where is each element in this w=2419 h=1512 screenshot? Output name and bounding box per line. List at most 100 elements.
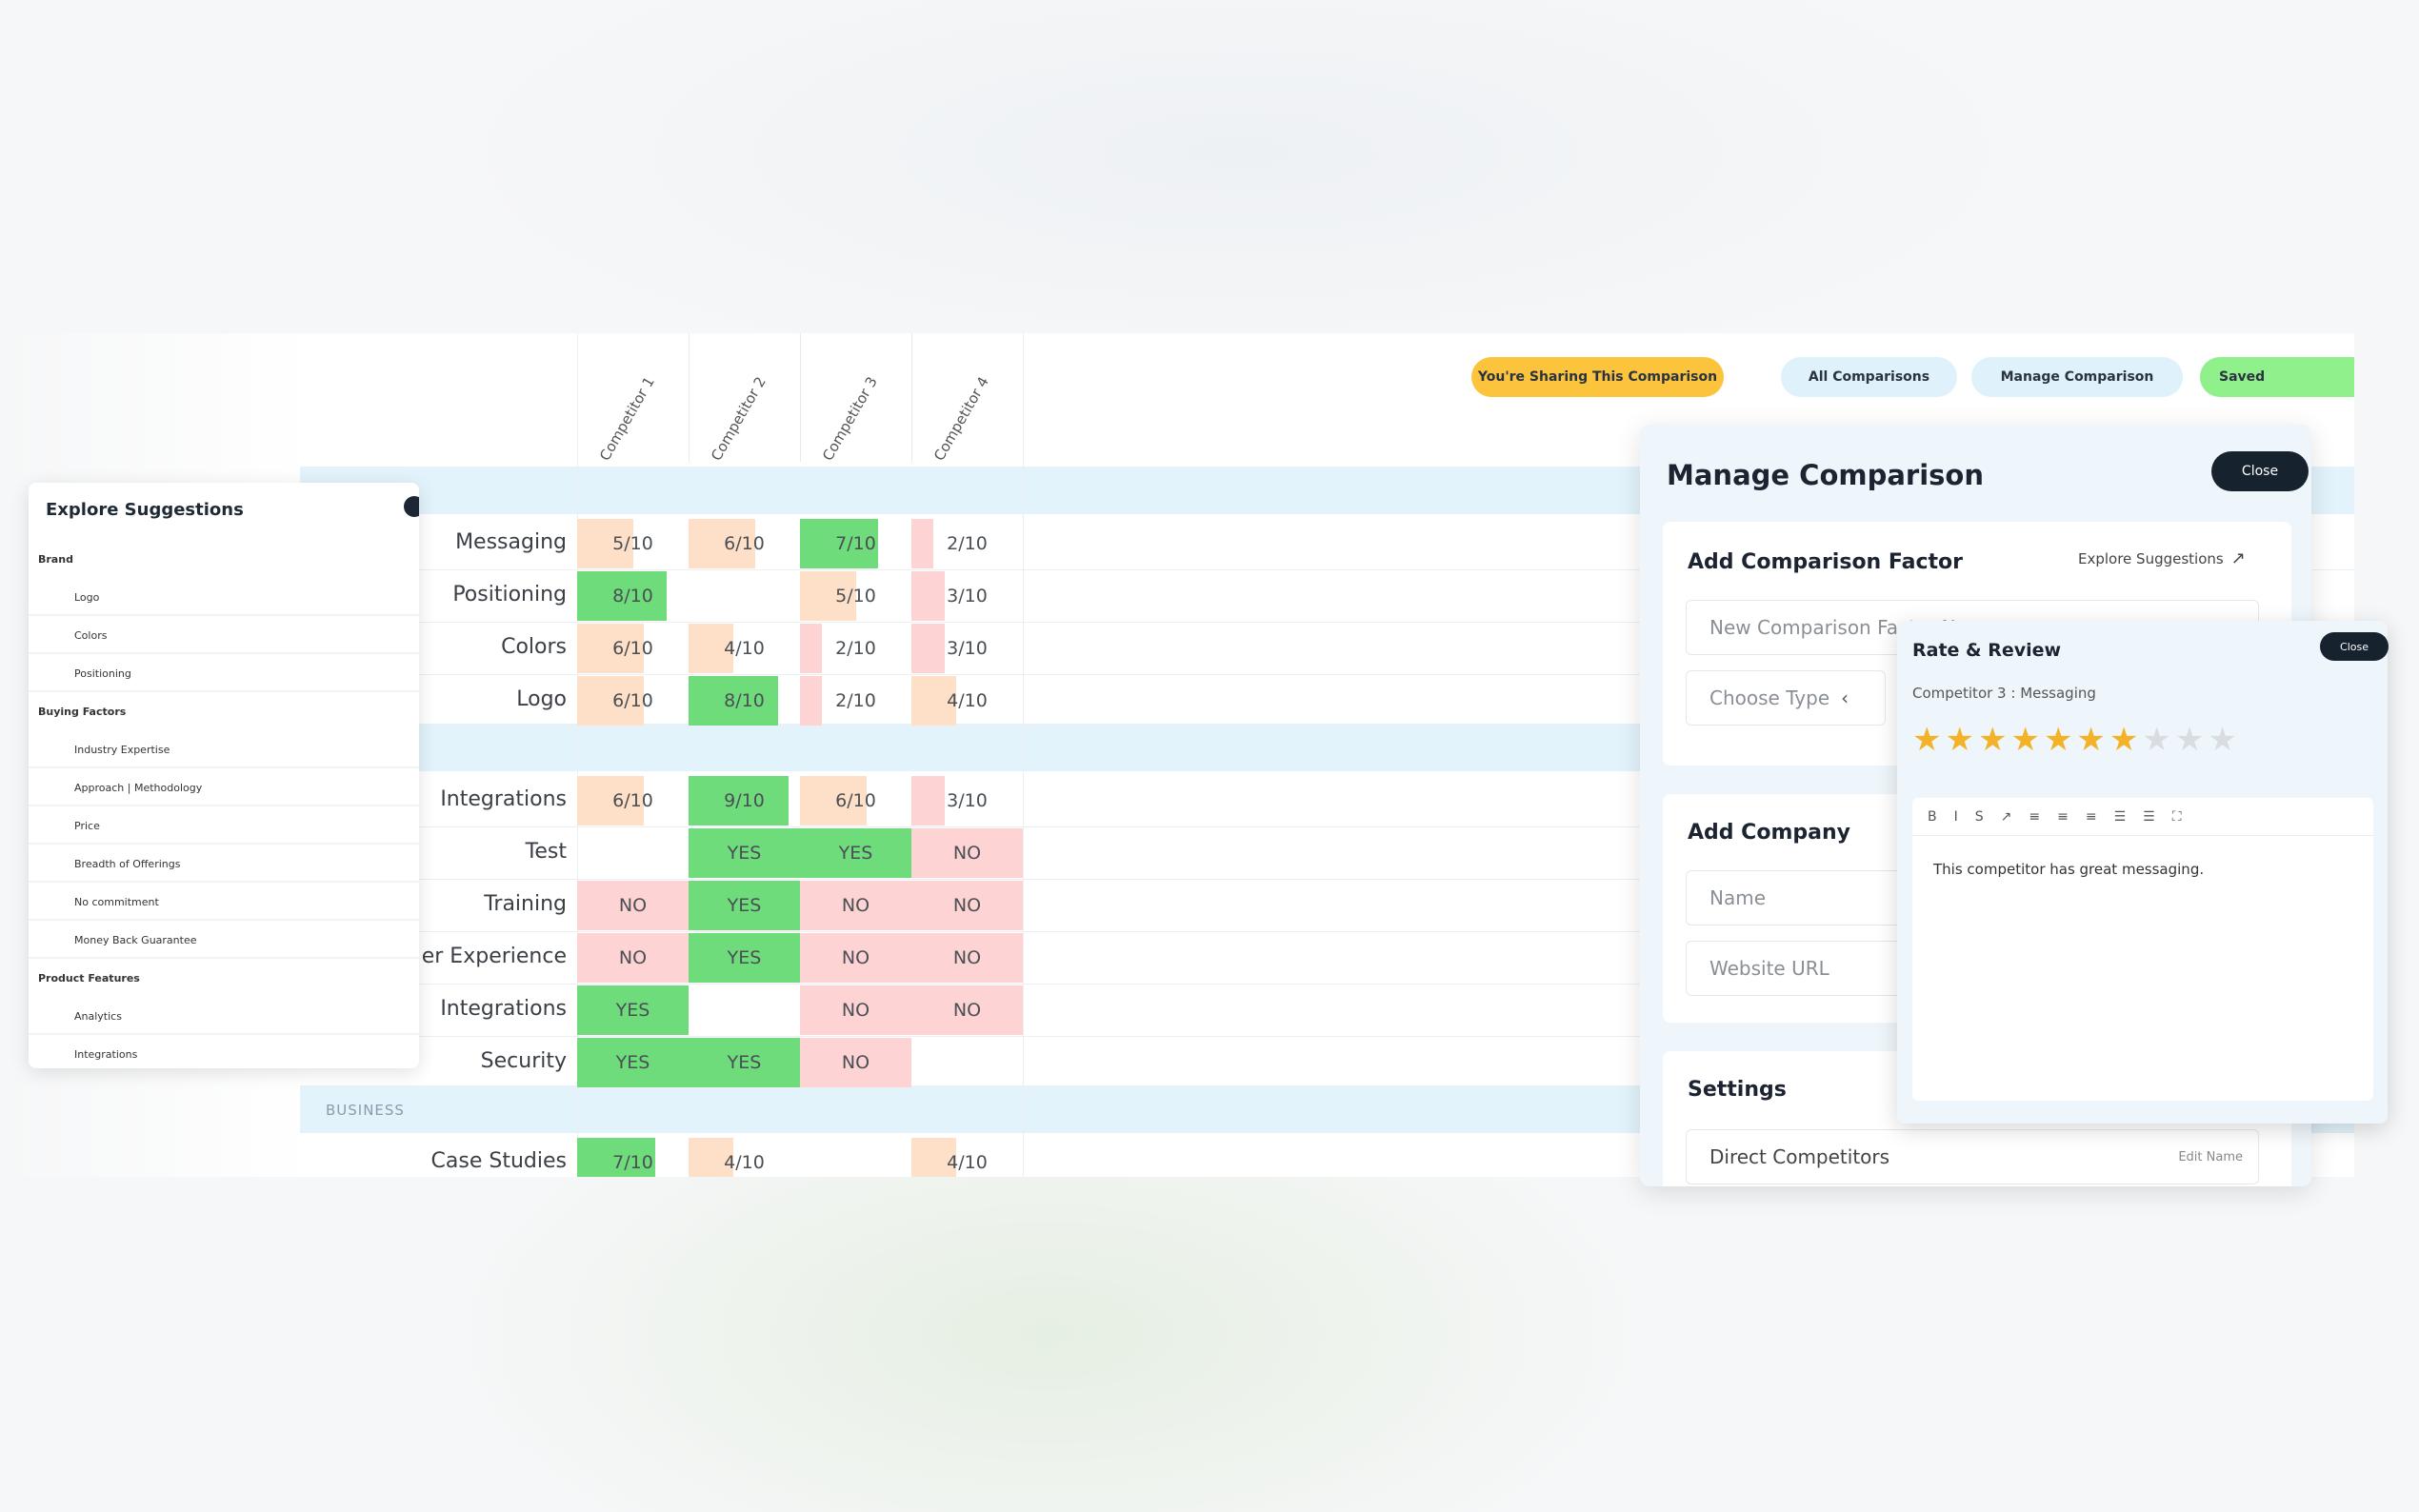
score-value: YES xyxy=(727,1052,762,1073)
toolbar-button-icon[interactable]: ☰ xyxy=(2143,808,2155,825)
suggestion-item[interactable]: Analytics xyxy=(29,999,419,1035)
score-cell[interactable]: 4/10 xyxy=(689,624,800,673)
score-cell[interactable]: NO xyxy=(911,933,1023,983)
star-rating[interactable]: ★ ★ ★ ★ ★ ★ ★ ★ ★ ★ xyxy=(1912,724,2237,756)
score-cell[interactable]: 6/10 xyxy=(689,519,800,568)
suggestion-item[interactable]: Price xyxy=(29,808,419,845)
comparison-name-field[interactable]: Direct Competitors Edit Name xyxy=(1686,1129,2259,1184)
score-cell[interactable]: 8/10 xyxy=(577,571,689,621)
score-cell[interactable]: YES xyxy=(689,933,800,983)
score-fill xyxy=(577,776,645,826)
score-cell[interactable]: YES xyxy=(800,828,911,878)
score-cell[interactable]: NO xyxy=(800,881,911,930)
score-cell[interactable]: NO xyxy=(800,985,911,1035)
score-cell[interactable]: 6/10 xyxy=(577,776,689,826)
all-comparisons-button[interactable]: All Comparisons xyxy=(1781,357,1957,397)
suggestion-item[interactable]: No commitment xyxy=(29,885,419,921)
toolbar-button-icon[interactable]: S xyxy=(1974,808,1984,825)
score-cell[interactable]: 7/10 xyxy=(577,1138,689,1177)
score-cell[interactable]: 9/10 xyxy=(689,776,800,826)
star-icon[interactable]: ★ xyxy=(2076,721,2106,759)
score-cell[interactable]: 4/10 xyxy=(911,676,1023,726)
suggestion-item[interactable]: Money Back Guarantee xyxy=(29,923,419,959)
score-cell[interactable]: NO xyxy=(911,828,1023,878)
competitor-header[interactable]: Competitor 1 xyxy=(596,373,658,464)
score-cell[interactable]: NO xyxy=(577,881,689,930)
score-cell[interactable]: YES xyxy=(689,828,800,878)
score-cell[interactable]: YES xyxy=(577,985,689,1035)
suggestion-item[interactable]: Approach | Methodology xyxy=(29,770,419,806)
suggestion-item[interactable]: Colors xyxy=(29,618,419,654)
toolbar-button-icon[interactable]: ≡ xyxy=(2085,808,2097,825)
score-cell[interactable]: NO xyxy=(911,881,1023,930)
sharing-button[interactable]: You're Sharing This Comparison xyxy=(1471,357,1724,397)
score-cell[interactable]: 2/10 xyxy=(800,624,911,673)
score-cell[interactable]: 8/10 xyxy=(689,676,800,726)
star-icon[interactable]: ★ xyxy=(2208,721,2237,759)
star-icon[interactable]: ★ xyxy=(2010,721,2040,759)
score-cell[interactable]: 4/10 xyxy=(911,1138,1023,1177)
score-fill xyxy=(689,676,778,726)
score-cell[interactable] xyxy=(800,1138,911,1177)
suggestion-item[interactable]: Integrations xyxy=(29,1037,419,1068)
grid-line xyxy=(1023,333,1024,1177)
star-icon[interactable]: ★ xyxy=(2142,721,2171,759)
score-cell[interactable] xyxy=(577,828,689,878)
star-icon[interactable]: ★ xyxy=(2043,721,2073,759)
score-value: 3/10 xyxy=(947,790,988,811)
suggestion-item[interactable]: Industry Expertise xyxy=(29,732,419,768)
suggestion-item[interactable]: Breadth of Offerings xyxy=(29,846,419,883)
score-cell[interactable]: 5/10 xyxy=(577,519,689,568)
toolbar-button-icon[interactable]: B xyxy=(1928,808,1937,825)
score-cell[interactable]: NO xyxy=(577,933,689,983)
explore-suggestions-link[interactable]: Explore Suggestions ↗ xyxy=(2078,548,2246,568)
toolbar-button-icon[interactable]: ≡ xyxy=(2057,808,2069,825)
score-value: 2/10 xyxy=(835,690,876,711)
score-value: 6/10 xyxy=(612,690,653,711)
review-editor[interactable]: B I S ↗ ≡ ≡ ≡ ☰ ☰ ⛶ This competitor has great mes… xyxy=(1912,798,2373,1101)
toolbar-button-icon[interactable]: ↗ xyxy=(2000,808,2012,825)
score-cell[interactable] xyxy=(689,571,800,621)
competitor-header[interactable]: Competitor 2 xyxy=(708,373,770,464)
score-cell[interactable]: NO xyxy=(800,933,911,983)
score-cell[interactable]: 7/10 xyxy=(800,519,911,568)
edit-name-button[interactable]: Edit Name xyxy=(2178,1149,2243,1164)
score-cell[interactable]: NO xyxy=(800,1038,911,1087)
star-icon[interactable]: ★ xyxy=(2109,721,2139,759)
score-cell[interactable]: 2/10 xyxy=(800,676,911,726)
choose-type-select[interactable]: Choose Type ‹ xyxy=(1686,670,1886,726)
panel-toggle-icon[interactable] xyxy=(404,496,419,517)
suggestion-item[interactable]: Logo xyxy=(29,580,419,616)
toolbar-button-icon[interactable]: ☰ xyxy=(2113,808,2127,825)
score-cell[interactable]: 5/10 xyxy=(800,571,911,621)
star-icon[interactable]: ★ xyxy=(1912,721,1942,759)
score-cell[interactable]: 6/10 xyxy=(577,676,689,726)
score-value: YES xyxy=(727,895,762,916)
star-icon[interactable]: ★ xyxy=(1977,721,2008,759)
manage-close-button[interactable]: Close xyxy=(2211,451,2309,491)
manage-comparison-button[interactable]: Manage Comparison xyxy=(1971,357,2183,397)
score-cell[interactable]: 3/10 xyxy=(911,571,1023,621)
score-cell[interactable]: 6/10 xyxy=(800,776,911,826)
score-cell[interactable]: NO xyxy=(911,985,1023,1035)
suggestion-item[interactable]: Positioning xyxy=(29,656,419,692)
score-cell[interactable]: YES xyxy=(689,1038,800,1087)
score-cell[interactable] xyxy=(689,985,800,1035)
score-cell[interactable]: YES xyxy=(689,881,800,930)
star-icon[interactable]: ★ xyxy=(2174,721,2205,759)
toolbar-button-icon[interactable]: ⛶ xyxy=(2171,808,2182,825)
rate-review-close-button[interactable]: Close xyxy=(2320,632,2389,661)
score-cell[interactable]: 3/10 xyxy=(911,624,1023,673)
toolbar-button-icon[interactable]: I xyxy=(1953,808,1958,825)
star-icon[interactable]: ★ xyxy=(1945,721,1974,759)
review-text[interactable]: This competitor has great messaging. xyxy=(1933,861,2205,878)
competitor-header[interactable]: Competitor 4 xyxy=(930,373,992,464)
competitor-header[interactable]: Competitor 3 xyxy=(819,373,881,464)
toolbar-button-icon[interactable]: ≡ xyxy=(2029,808,2041,825)
score-cell[interactable] xyxy=(911,1038,1023,1087)
score-cell[interactable]: 2/10 xyxy=(911,519,1023,568)
score-cell[interactable]: 3/10 xyxy=(911,776,1023,826)
score-cell[interactable]: 6/10 xyxy=(577,624,689,673)
score-cell[interactable]: YES xyxy=(577,1038,689,1087)
score-cell[interactable]: 4/10 xyxy=(689,1138,800,1177)
